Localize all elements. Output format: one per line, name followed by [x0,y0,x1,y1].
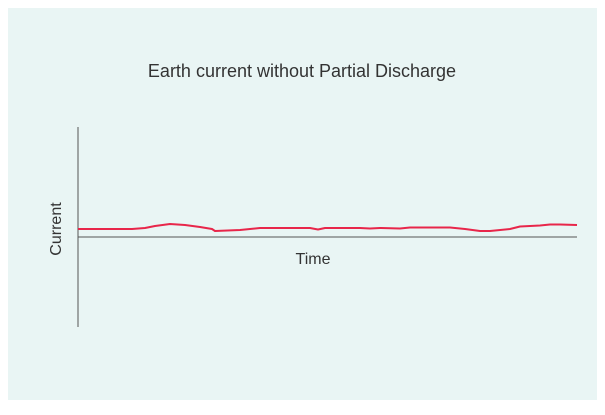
y-axis-label: Current [48,202,65,256]
chart-title: Earth current without Partial Discharge [148,61,456,81]
chart-background [8,8,597,400]
data-line [78,223,578,232]
x-axis-label: Time [296,251,331,268]
